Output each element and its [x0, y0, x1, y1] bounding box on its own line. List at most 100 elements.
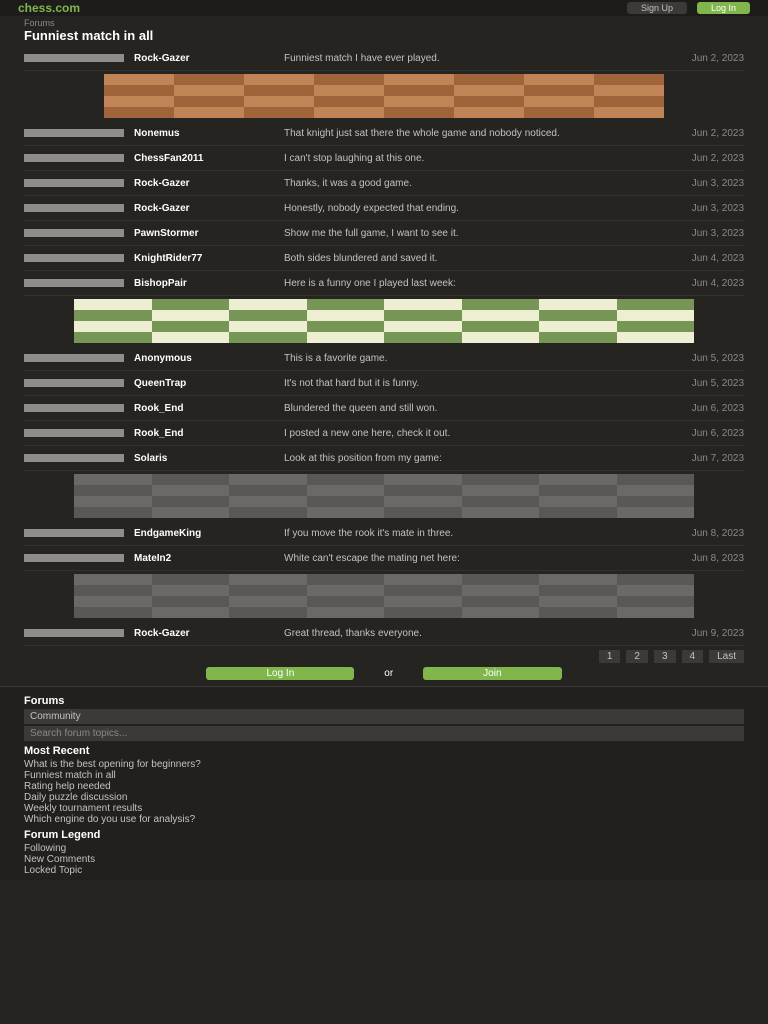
login-button[interactable]: Log In [206, 667, 355, 680]
avatar[interactable] [24, 54, 124, 62]
author[interactable]: Rock-Gazer [134, 627, 190, 639]
author[interactable]: Rook_End [134, 427, 184, 439]
post-time: Jun 6, 2023 [691, 427, 744, 439]
category-select[interactable]: Community [24, 709, 744, 724]
author[interactable]: BishopPair [134, 277, 187, 289]
post: MateIn2 White can't escape the mating net… [24, 546, 744, 571]
post: QueenTrap It's not that hard but it is fu… [24, 371, 744, 396]
board-square [384, 574, 462, 585]
board-square [174, 74, 244, 85]
author[interactable]: PawnStormer [134, 227, 199, 239]
board-square [594, 74, 664, 85]
board-square [306, 299, 384, 310]
join-button[interactable]: Join [423, 667, 562, 680]
board-square [461, 574, 539, 585]
post-text: I posted a new one here, check it out. [284, 427, 451, 439]
post-time: Jun 3, 2023 [691, 227, 744, 239]
legend-item: Locked Topic [24, 865, 83, 876]
author[interactable]: QueenTrap [134, 377, 187, 389]
post-time: Jun 3, 2023 [691, 202, 744, 214]
search-box[interactable]: Search forum topics... [24, 726, 744, 741]
avatar[interactable] [24, 354, 124, 362]
avatar[interactable] [24, 254, 124, 262]
breadcrumb[interactable]: Forums [24, 18, 55, 28]
author[interactable]: Nonemus [134, 127, 180, 139]
signup-button[interactable]: Sign Up [626, 2, 687, 14]
board-square [616, 607, 694, 618]
legend-heading: Forum Legend [24, 829, 101, 841]
board-square [539, 585, 617, 596]
post: Anonymous This is a favorite game. Jun 5, … [24, 346, 744, 371]
avatar[interactable] [24, 279, 124, 287]
author[interactable]: ChessFan2011 [134, 152, 204, 164]
recent-topic[interactable]: Which engine do you use for analysis? [24, 814, 196, 825]
board-square [151, 596, 229, 607]
board-square [151, 585, 229, 596]
avatar[interactable] [24, 529, 124, 537]
page-link[interactable]: 2 [626, 650, 648, 663]
avatar[interactable] [24, 454, 124, 462]
board-square [104, 85, 174, 96]
author[interactable]: MateIn2 [134, 552, 172, 564]
page-link[interactable]: 4 [681, 650, 704, 663]
board-square [74, 596, 152, 607]
board-square [616, 474, 694, 485]
post: Solaris Look at this position from my gam… [24, 446, 744, 471]
author[interactable]: KnightRider77 [134, 252, 203, 264]
board-square [74, 299, 152, 310]
logo[interactable]: chess.com [18, 1, 81, 15]
author[interactable]: Anonymous [134, 352, 192, 364]
post: ChessFan2011 I can't stop laughing at thi… [24, 146, 744, 171]
board-square [454, 85, 524, 96]
avatar[interactable] [24, 429, 124, 437]
board-image [74, 299, 694, 343]
board-square [539, 299, 617, 310]
board-square [454, 96, 524, 107]
board-square [384, 310, 462, 321]
avatar[interactable] [24, 229, 124, 237]
post-text: White can't escape the mating net here: [284, 552, 460, 564]
board-square [74, 310, 152, 321]
post-time: Jun 4, 2023 [691, 277, 744, 289]
page-link[interactable]: 1 [598, 650, 621, 663]
author[interactable]: EndgameKing [134, 527, 202, 539]
header: chess.com Sign Up Log In [0, 0, 768, 16]
sidebar: Forums Community Search forum topics... … [0, 686, 768, 880]
board-square [229, 474, 307, 485]
board-square [244, 85, 314, 96]
board-square [594, 85, 664, 96]
avatar[interactable] [24, 129, 124, 137]
author[interactable]: Rock-Gazer [134, 202, 190, 214]
board-square [524, 107, 594, 118]
board-square [524, 96, 594, 107]
post-text: I can't stop laughing at this one. [284, 152, 425, 164]
login-button[interactable]: Log In [696, 2, 750, 14]
post-text: Show me the full game, I want to see it. [284, 227, 459, 239]
board-square [229, 332, 307, 343]
avatar[interactable] [24, 154, 124, 162]
recent-topic[interactable]: Weekly tournament results [24, 803, 143, 814]
board-square [384, 485, 462, 496]
author[interactable]: Rock-Gazer [134, 177, 190, 189]
avatar[interactable] [24, 179, 124, 187]
recent-topic[interactable]: Rating help needed [24, 781, 111, 792]
board-square [539, 496, 617, 507]
or-text: or [384, 668, 394, 679]
board-square [244, 74, 314, 85]
author[interactable]: Rock-Gazer [134, 52, 190, 64]
avatar[interactable] [24, 629, 124, 637]
author[interactable]: Solaris [134, 452, 168, 464]
avatar[interactable] [24, 204, 124, 212]
avatar[interactable] [24, 379, 124, 387]
board-square [539, 607, 617, 618]
page-link[interactable]: 3 [653, 650, 676, 663]
recent-topic[interactable]: What is the best opening for beginners? [24, 759, 201, 770]
recent-topic[interactable]: Funniest match in all [24, 770, 116, 781]
avatar[interactable] [24, 554, 124, 562]
recent-topic[interactable]: Daily puzzle discussion [24, 792, 128, 803]
page-link[interactable]: Last [709, 650, 744, 663]
board-square [229, 607, 307, 618]
author[interactable]: Rook_End [134, 402, 184, 414]
board-square [74, 332, 152, 343]
avatar[interactable] [24, 404, 124, 412]
